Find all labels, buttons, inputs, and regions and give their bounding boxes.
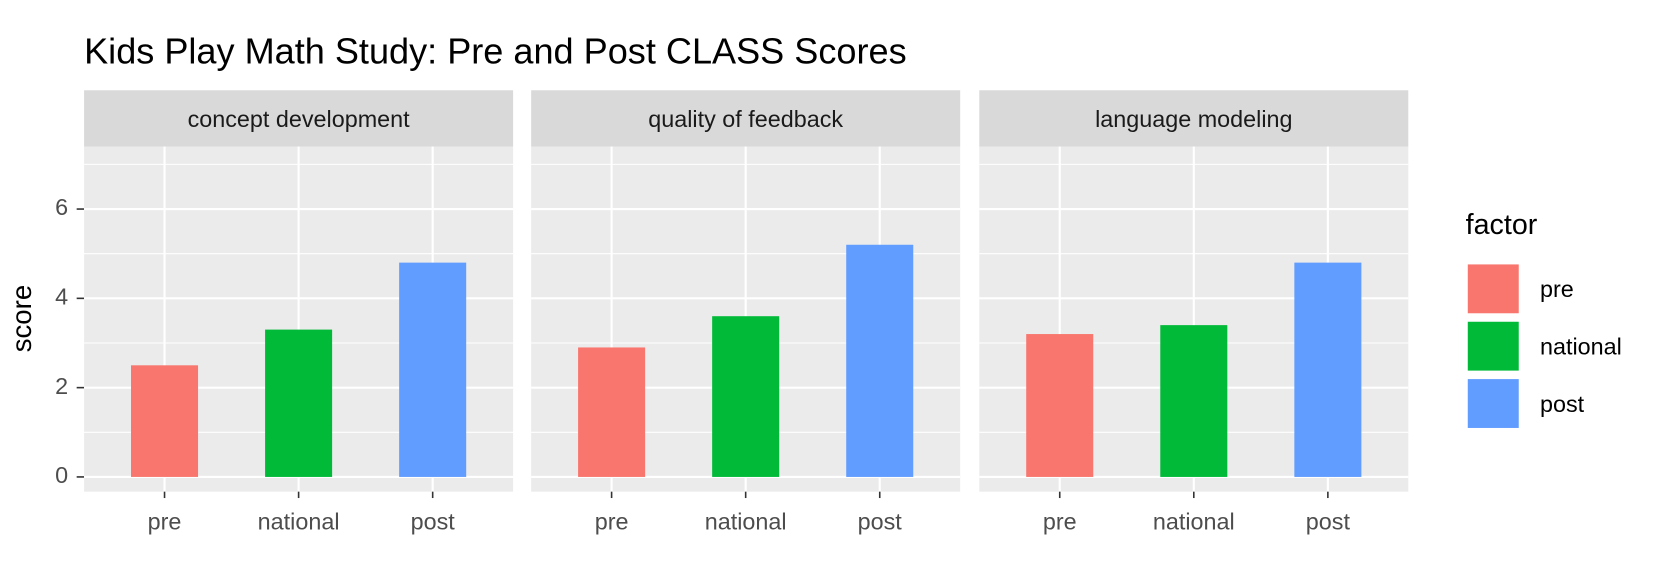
x-tick-label: national (705, 509, 787, 535)
bar (399, 262, 467, 477)
legend-label: pre (1540, 276, 1574, 302)
strip-label: language modeling (1095, 106, 1292, 132)
x-tick-label: pre (595, 509, 629, 535)
strip-background (531, 90, 961, 147)
bar (1294, 262, 1362, 477)
legend-label: post (1540, 391, 1585, 417)
legend-key (1465, 262, 1521, 316)
legend-title: factor (1466, 209, 1538, 241)
strip-background (979, 90, 1409, 147)
bar (1160, 325, 1228, 477)
bar (846, 244, 914, 477)
y-tick-label: 4 (55, 284, 68, 310)
x-tick-label: national (258, 509, 340, 535)
bar (131, 365, 199, 477)
legend-key (1465, 376, 1521, 431)
x-tick-label: post (411, 509, 456, 535)
legend-key (1465, 319, 1521, 373)
bar (1026, 334, 1094, 477)
y-tick-label: 6 (55, 194, 68, 220)
x-tick-label: post (1306, 509, 1351, 535)
bar (265, 329, 333, 477)
chart-title: Kids Play Math Study: Pre and Post CLASS… (84, 31, 907, 72)
y-tick-label: 0 (55, 462, 68, 488)
strip-label: concept development (188, 106, 411, 132)
x-tick-label: pre (148, 509, 182, 535)
bar (578, 347, 646, 477)
legend-label: national (1540, 333, 1622, 359)
y-axis-title: score (6, 285, 37, 352)
y-tick-label: 2 (55, 373, 68, 399)
strip-label: quality of feedback (648, 106, 843, 132)
bar (712, 316, 780, 477)
x-tick-label: national (1153, 509, 1235, 535)
x-tick-label: pre (1043, 509, 1077, 535)
x-tick-label: post (858, 509, 903, 535)
strip-background (84, 90, 514, 147)
